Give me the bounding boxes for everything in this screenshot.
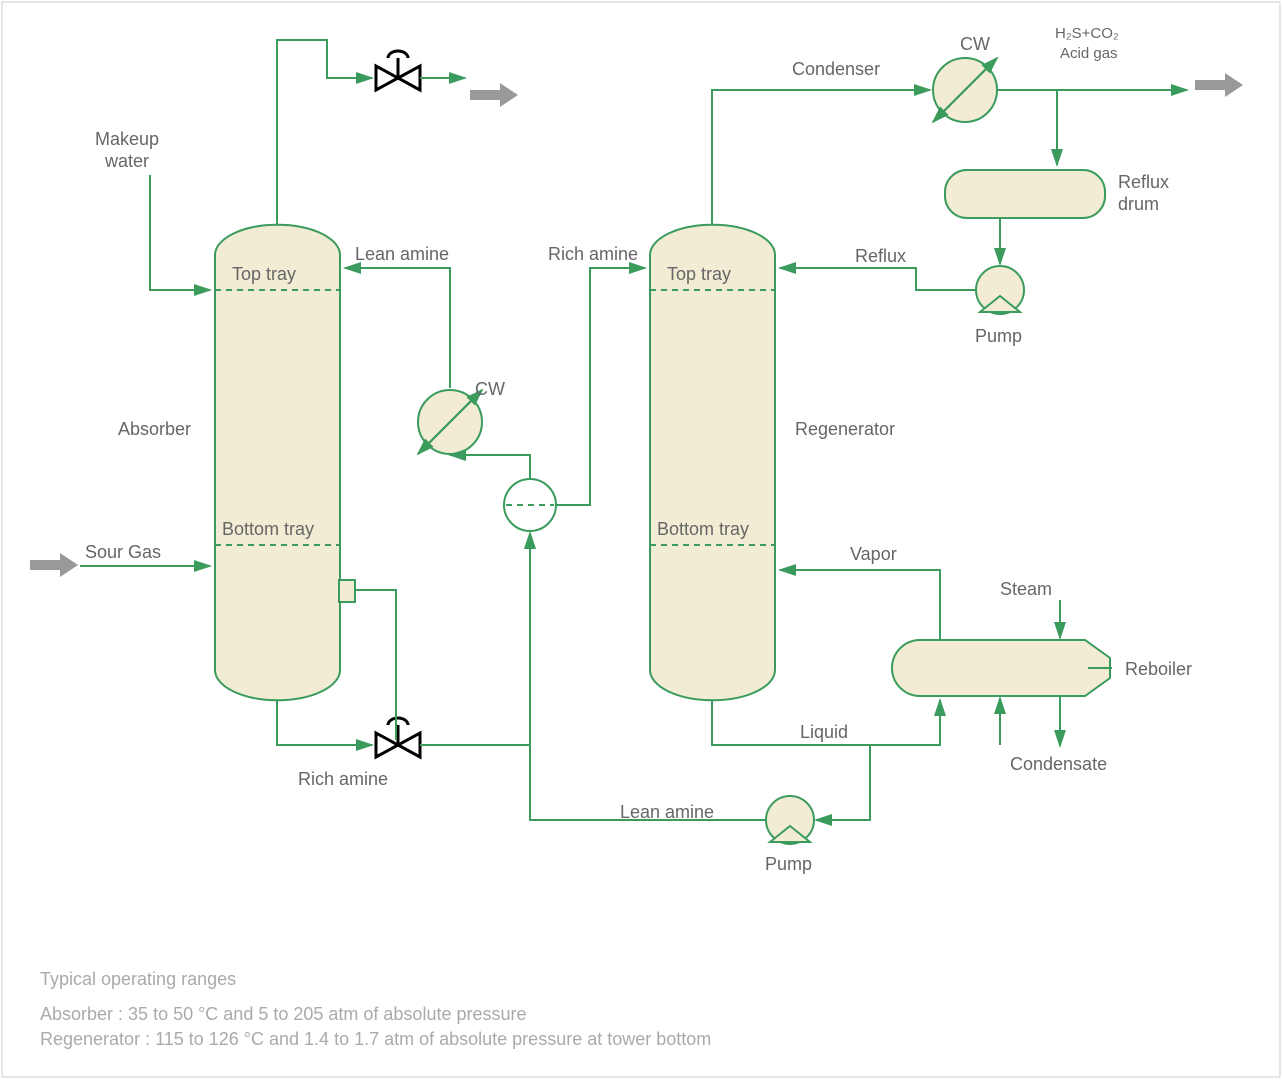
- label-steam: Steam: [1000, 579, 1052, 599]
- line-absorber-overhead: [277, 40, 372, 225]
- lean-amine-pump: [766, 796, 814, 844]
- label-reflux: Reflux: [855, 246, 906, 266]
- line-rich-to-hx: [420, 533, 530, 745]
- line-side-nozzle: [356, 590, 396, 740]
- label-condensate: Condensate: [1010, 754, 1107, 774]
- canvas-border: [2, 2, 1280, 1077]
- label-liquid: Liquid: [800, 722, 848, 742]
- process-flow-diagram: Top tray Bottom tray Top tray Bottom tra…: [0, 0, 1282, 1079]
- line-lean-to-absorber: [345, 268, 450, 388]
- footer-line1: Absorber : 35 to 50 °C and 5 to 205 atm …: [40, 1004, 527, 1024]
- absorber-vent-arrow: [470, 83, 518, 107]
- acid-gas-outlet-arrow: [1195, 73, 1243, 97]
- line-makeup-water: [150, 175, 210, 290]
- line-hx-to-cooler-a: [450, 455, 530, 479]
- line-reflux: [780, 268, 976, 290]
- label-vapor: Vapor: [850, 544, 897, 564]
- label-acid-gas-2: Acid gas: [1060, 45, 1118, 62]
- label-pump-2: Pump: [765, 854, 812, 874]
- label-cw1: CW: [475, 379, 505, 399]
- reflux-drum: [945, 170, 1105, 218]
- line-absorber-bottoms: [277, 700, 372, 745]
- label-makeup-water-1: Makeup: [95, 129, 159, 149]
- line-rich-to-regen: [555, 268, 645, 505]
- valve-bottom: [376, 718, 420, 757]
- label-pump-1: Pump: [975, 326, 1022, 346]
- line-vapor: [780, 570, 940, 640]
- cooler-cw: [418, 390, 482, 454]
- label-absorber: Absorber: [118, 419, 191, 439]
- regen-bottom-tray-label: Bottom tray: [657, 519, 749, 539]
- absorber-column: Top tray Bottom tray: [215, 225, 355, 700]
- label-lean-amine-bottom: Lean amine: [620, 802, 714, 822]
- label-lean-amine-top: Lean amine: [355, 244, 449, 264]
- line-to-leanamine-pump: [816, 745, 870, 820]
- sour-gas-inlet-arrow: [30, 553, 78, 577]
- footer-title: Typical operating ranges: [40, 969, 236, 989]
- label-cw2: CW: [960, 34, 990, 54]
- valve-top: [376, 51, 420, 90]
- label-acid-gas-1: H₂S+CO₂: [1055, 25, 1119, 42]
- reboiler: [892, 640, 1112, 696]
- label-sour-gas: Sour Gas: [85, 542, 161, 562]
- label-rich-amine-top: Rich amine: [548, 244, 638, 264]
- line-regen-overhead: [712, 90, 930, 225]
- label-rich-amine-bottom: Rich amine: [298, 769, 388, 789]
- line-condenser-drum: [997, 90, 1057, 165]
- regenerator-column: Top tray Bottom tray: [650, 225, 775, 700]
- heat-exchanger: [504, 479, 556, 531]
- label-reflux-drum-2: drum: [1118, 194, 1159, 214]
- label-reboiler: Reboiler: [1125, 659, 1192, 679]
- absorber-top-tray-label: Top tray: [232, 264, 296, 284]
- absorber-bottom-tray-label: Bottom tray: [222, 519, 314, 539]
- label-condenser: Condenser: [792, 59, 880, 79]
- label-reflux-drum-1: Reflux: [1118, 172, 1169, 192]
- label-makeup-water-2: water: [104, 151, 149, 171]
- label-regenerator: Regenerator: [795, 419, 895, 439]
- footer-line2: Regenerator : 115 to 126 °C and 1.4 to 1…: [40, 1029, 711, 1049]
- regen-top-tray-label: Top tray: [667, 264, 731, 284]
- condenser: [933, 58, 997, 122]
- reflux-pump: [976, 266, 1024, 314]
